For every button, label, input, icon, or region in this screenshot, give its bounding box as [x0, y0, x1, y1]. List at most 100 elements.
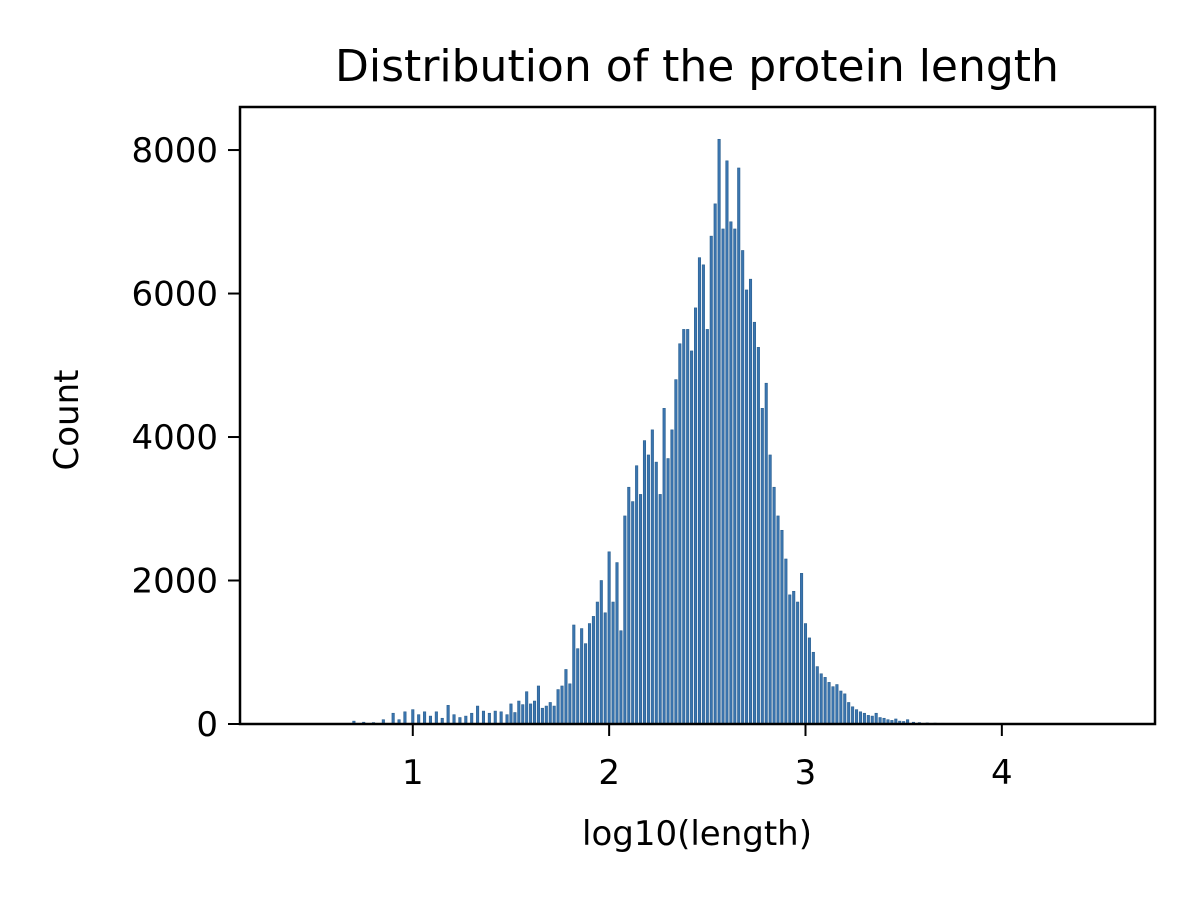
histogram-bar	[615, 562, 619, 725]
histogram-bar	[851, 706, 855, 725]
histogram-bar	[678, 343, 682, 725]
histogram-bar	[686, 329, 690, 725]
y-tick-label: 4000	[131, 418, 218, 458]
histogram-bar	[470, 712, 474, 725]
histogram-bar	[866, 715, 870, 725]
histogram-bar	[580, 628, 584, 725]
histogram-bar	[499, 711, 503, 725]
histogram-bar	[780, 529, 784, 725]
histogram-bar	[697, 257, 701, 725]
histogram-bar	[725, 160, 729, 725]
histogram-bar	[572, 624, 576, 725]
histogram-bar	[639, 494, 643, 725]
histogram-bar	[505, 714, 509, 725]
histogram-bar	[796, 601, 800, 725]
histogram-bar	[768, 454, 772, 725]
histogram-bar	[391, 712, 395, 725]
histogram-bar	[764, 382, 768, 725]
histogram-bar	[607, 551, 611, 725]
histogram-bar	[434, 711, 438, 725]
histogram-bar	[670, 429, 674, 725]
histogram-bar	[756, 347, 760, 725]
histogram-bar	[509, 703, 513, 725]
y-tick-label: 2000	[131, 562, 218, 602]
histogram-bar	[843, 693, 847, 725]
histogram-bar	[772, 486, 776, 725]
histogram-bar	[737, 167, 741, 725]
histogram-bar	[855, 709, 859, 725]
histogram-bar	[674, 379, 678, 725]
histogram-bar	[831, 686, 835, 725]
histogram-bar	[654, 461, 658, 725]
histogram-bar	[752, 321, 756, 725]
histogram-bar	[662, 408, 666, 725]
histogram-bar	[493, 710, 497, 725]
histogram-bar	[411, 709, 415, 725]
histogram-bar	[776, 515, 780, 725]
histogram-bar	[745, 289, 749, 725]
histogram-bar	[552, 705, 556, 725]
histogram-bar	[646, 454, 650, 725]
histogram-bar	[721, 228, 725, 725]
histogram-bar	[784, 558, 788, 725]
histogram-bar	[694, 307, 698, 725]
histogram-bar	[619, 630, 623, 725]
histogram-bar	[717, 138, 721, 725]
y-tick-label: 6000	[131, 275, 218, 315]
histogram-bar	[595, 601, 599, 725]
histogram-bar	[521, 704, 525, 725]
histogram-bar	[788, 594, 792, 725]
histogram-bar	[709, 235, 713, 725]
x-ticks: 1 2 3 4	[402, 724, 1013, 793]
histogram-bar	[476, 705, 480, 725]
histogram-bar	[827, 682, 831, 725]
histogram-bar	[446, 705, 450, 725]
histogram-bar	[611, 601, 615, 725]
histogram-bar	[847, 702, 851, 725]
histogram-bar	[584, 643, 588, 725]
histogram-bar	[650, 429, 654, 725]
histogram-bar	[874, 712, 878, 725]
histogram-bar	[800, 573, 804, 725]
histogram-bar	[713, 203, 717, 725]
x-tick-label: 1	[402, 753, 424, 793]
histogram-bar	[403, 711, 407, 725]
histogram-bar	[525, 691, 529, 725]
histogram-bar	[548, 702, 552, 725]
histogram-bar	[423, 711, 427, 725]
histogram-bar	[540, 707, 544, 725]
histogram-bar	[603, 612, 607, 725]
histogram-bar	[682, 329, 686, 725]
histogram-bar	[729, 221, 733, 725]
histogram-bar	[568, 683, 572, 725]
bars-layer	[352, 138, 955, 725]
x-tick-label: 2	[598, 753, 620, 793]
x-tick-label: 4	[991, 753, 1013, 793]
y-axis-label: Count	[47, 370, 87, 471]
histogram-bar	[591, 616, 595, 725]
histogram-bar	[705, 329, 709, 725]
histogram-bar	[858, 711, 862, 725]
chart-title: Distribution of the protein length	[335, 41, 1059, 92]
histogram-bar	[760, 408, 764, 725]
histogram-bar	[823, 677, 827, 725]
histogram-bar	[811, 651, 815, 725]
histogram-bar	[642, 440, 647, 725]
plot-frame	[238, 105, 1157, 726]
histogram-bar	[544, 705, 548, 725]
histogram-bar	[536, 685, 540, 725]
histogram-bar	[564, 669, 568, 725]
y-tick-label: 8000	[131, 131, 218, 171]
histogram-bar	[658, 494, 662, 725]
histogram-bar	[576, 648, 580, 725]
histogram-bar	[481, 710, 486, 725]
histogram-bar	[560, 685, 564, 725]
y-tick-label: 0	[196, 705, 218, 745]
x-axis-label: log10(length)	[582, 814, 812, 854]
histogram-bar	[529, 703, 533, 725]
histogram-bar	[819, 673, 823, 725]
histogram-bar	[839, 690, 843, 725]
histogram-bar	[835, 684, 839, 725]
histogram-bar	[741, 250, 745, 725]
